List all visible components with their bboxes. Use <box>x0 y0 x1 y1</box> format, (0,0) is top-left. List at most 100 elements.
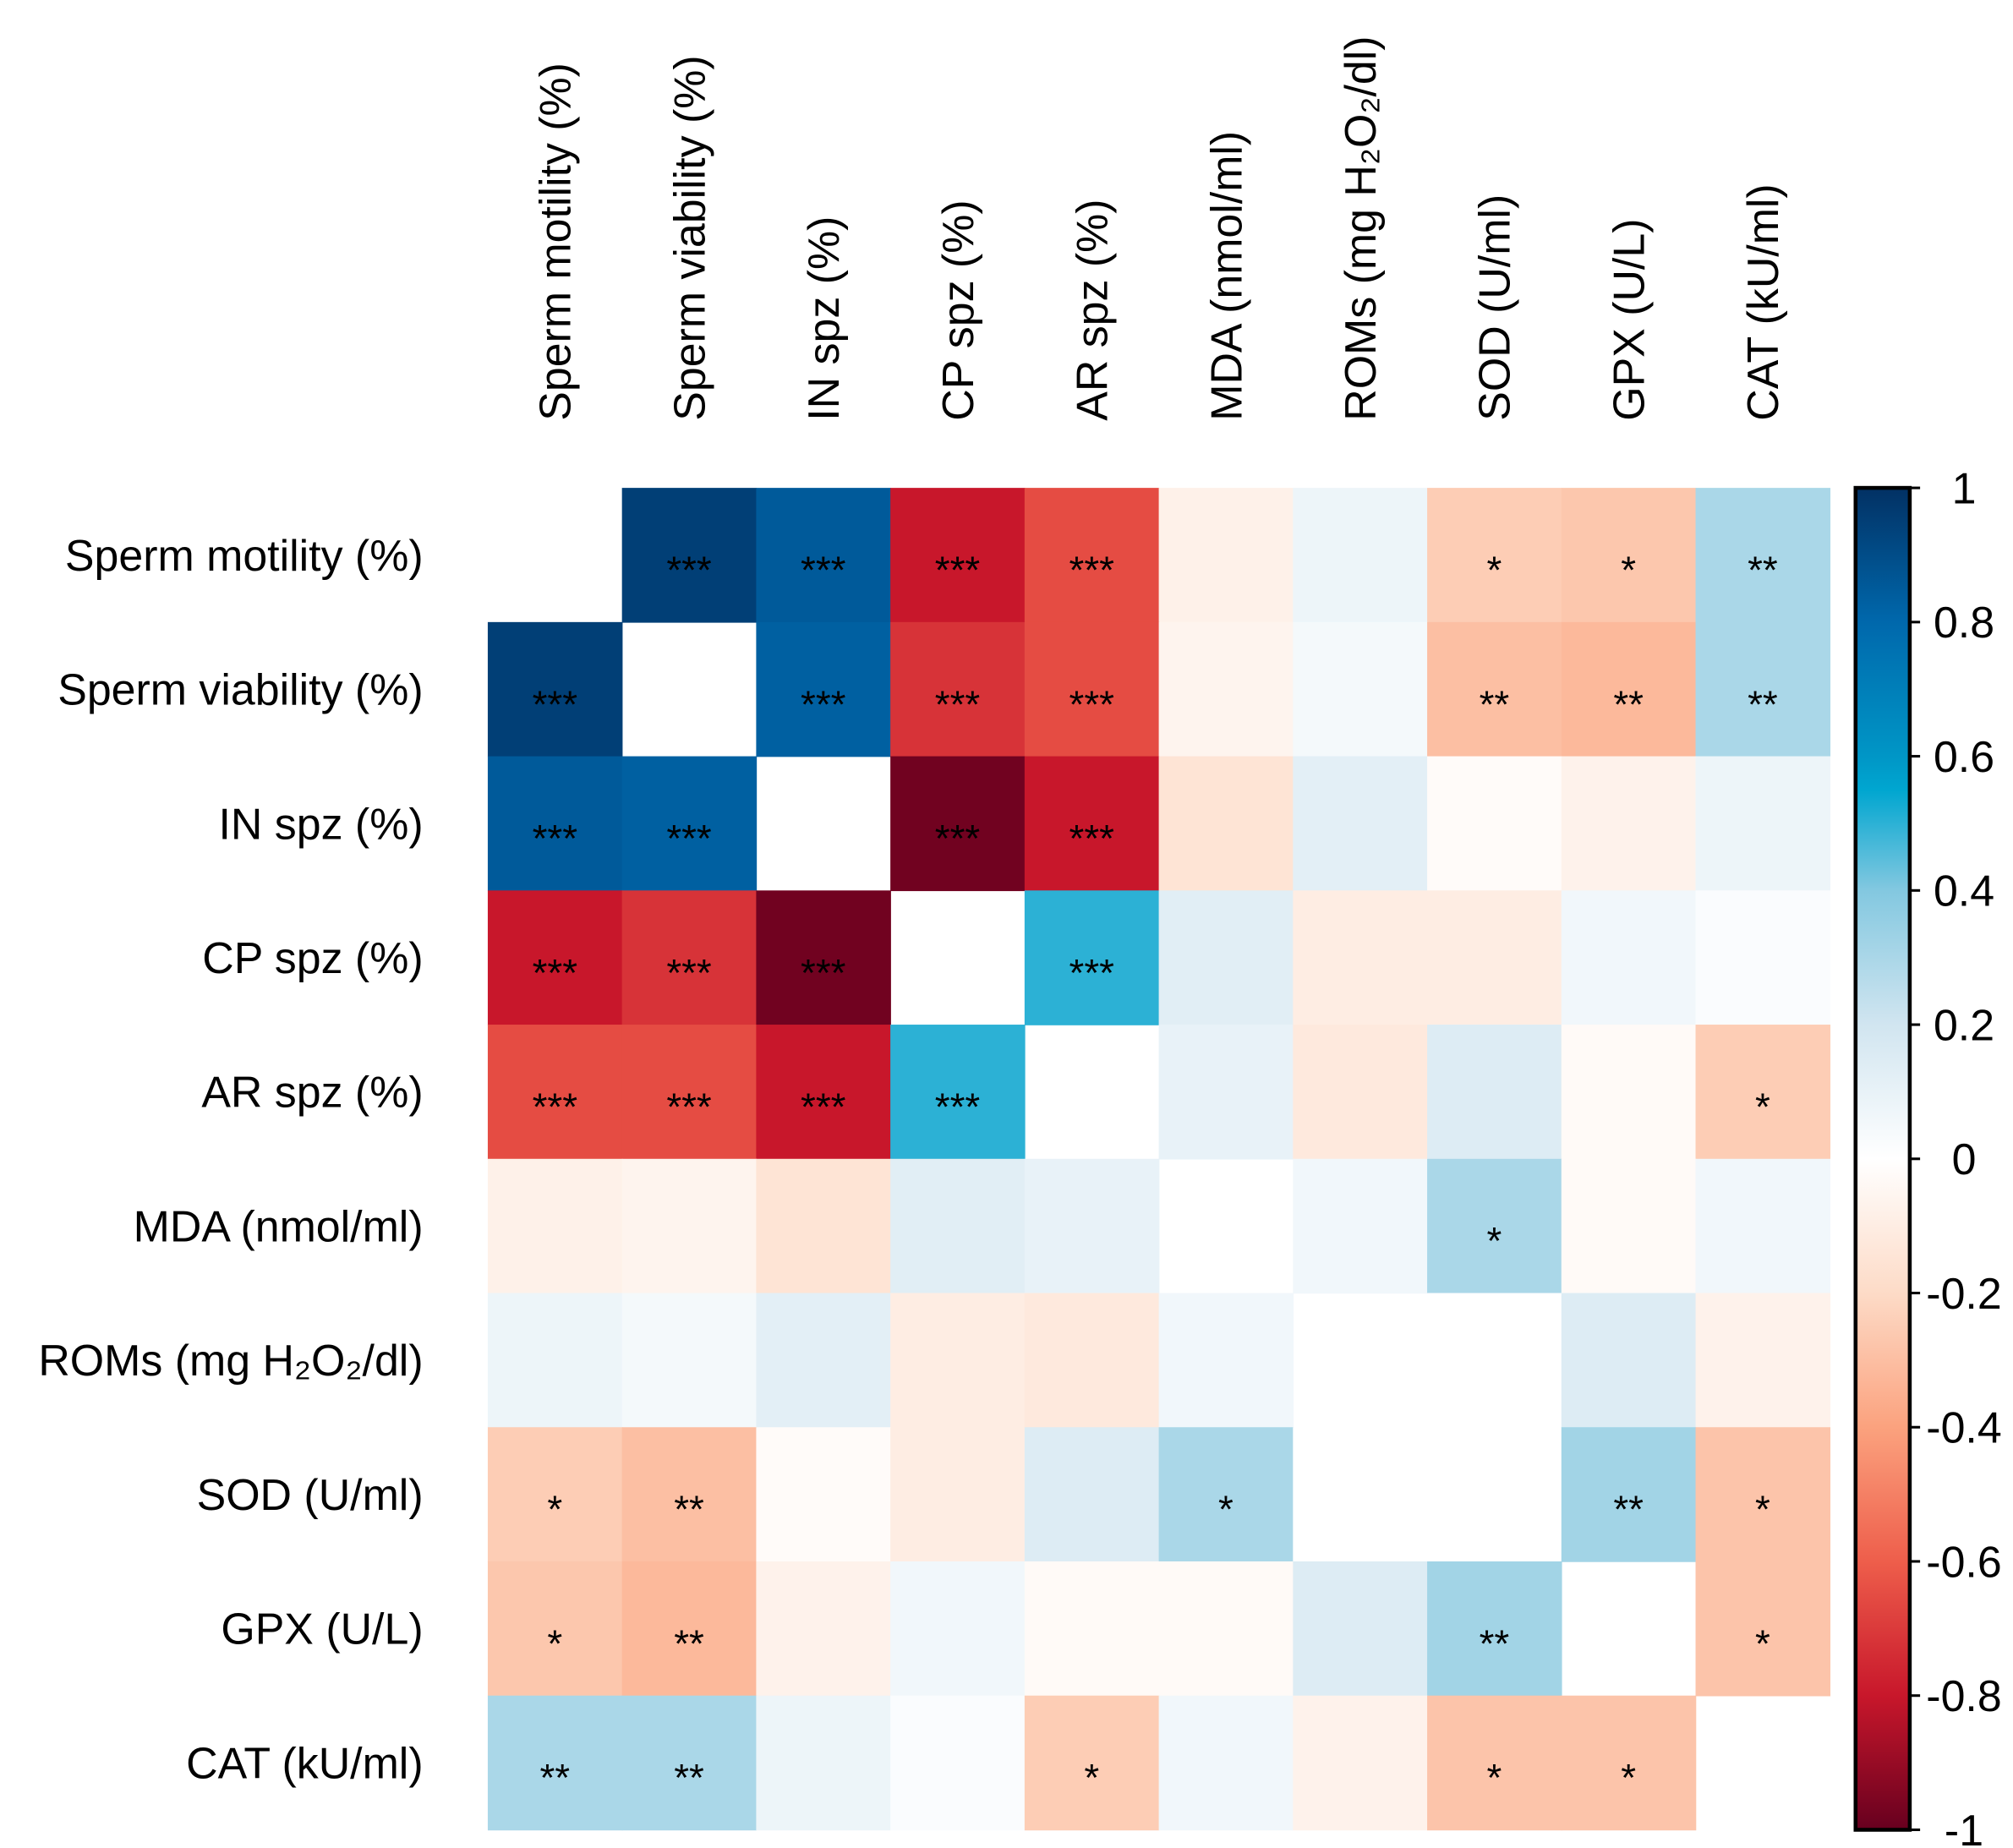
column-label: Sperm viability (%) <box>665 55 714 420</box>
heatmap-cell <box>621 1695 758 1831</box>
heatmap-cell <box>756 1025 891 1160</box>
heatmap-cell <box>1561 1695 1697 1831</box>
heatmap-cell <box>1695 1158 1831 1294</box>
heatmap-cell <box>1024 1158 1160 1294</box>
colorbar-tick-label: -0.8 <box>1926 1671 2001 1720</box>
significance-star: *** <box>935 1085 981 1129</box>
heatmap-cell <box>621 1293 758 1429</box>
column-label: ROMs (mg H₂O₂/dl) <box>1336 36 1385 420</box>
heatmap-cell <box>621 488 758 623</box>
heatmap-cell <box>487 1025 623 1160</box>
heatmap-cell <box>756 1427 891 1562</box>
column-label: SOD (U/ml) <box>1470 194 1519 421</box>
row-labels: Sperm motility (%) Sperm viability (%) IN … <box>38 531 423 1788</box>
heatmap-cell <box>1561 1158 1697 1294</box>
colorbar-tick-label: 0.6 <box>1934 732 1994 781</box>
significance-star: *** <box>1069 683 1115 726</box>
colorbar-tick-label: -0.6 <box>1926 1537 2001 1586</box>
heatmap-cell <box>1427 621 1562 757</box>
significance-star: *** <box>935 549 981 592</box>
heatmap-cell <box>1561 756 1697 892</box>
row-label: ROMs (mg H₂O₂/dl) <box>38 1336 423 1385</box>
heatmap-cell <box>487 890 623 1025</box>
heatmap-cell <box>890 1025 1026 1160</box>
significance-star: * <box>547 1488 562 1531</box>
heatmap-cell <box>1695 1427 1831 1562</box>
heatmap-cell <box>621 890 758 1025</box>
heatmap-cell <box>1427 1293 1562 1429</box>
heatmap-cell <box>1561 488 1697 623</box>
colorbar-tick-label: 1 <box>1952 463 1977 512</box>
heatmap-cell <box>1293 1695 1428 1831</box>
heatmap-cell <box>890 621 1026 757</box>
heatmap-cell <box>1024 756 1160 892</box>
heatmap-cell <box>890 756 1026 892</box>
significance-star: *** <box>533 817 578 861</box>
heatmap-cell <box>890 1293 1026 1429</box>
heatmap-cell <box>1695 1293 1831 1429</box>
heatmap-cell <box>890 488 1026 623</box>
heatmap-cell <box>1158 890 1294 1025</box>
colorbar-tick-label: -0.4 <box>1926 1403 2001 1452</box>
significance-star: * <box>1218 1488 1234 1531</box>
heatmap-cell <box>1695 488 1831 623</box>
row-label: MDA (nmol/ml) <box>134 1201 424 1250</box>
heatmap-cell <box>1695 1561 1831 1697</box>
heatmap-cell <box>1024 890 1160 1025</box>
heatmap-cell <box>621 1561 758 1697</box>
heatmap-cell <box>1158 1293 1294 1429</box>
heatmap-cell <box>1427 1695 1562 1831</box>
heatmap-cells <box>487 488 1831 1831</box>
significance-star: * <box>1487 1757 1502 1800</box>
heatmap-cell <box>487 1158 623 1294</box>
heatmap-cell <box>890 1158 1026 1294</box>
significance-star: * <box>1621 1757 1636 1800</box>
row-label: AR spz (%) <box>201 1068 423 1117</box>
heatmap-cell <box>621 1158 758 1294</box>
heatmap-cell <box>1427 1025 1562 1160</box>
heatmap-cell <box>1024 1695 1160 1831</box>
significance-star: *** <box>801 951 846 994</box>
significance-star: *** <box>666 1085 712 1129</box>
heatmap-cell <box>1561 1293 1697 1429</box>
significance-star: ** <box>1613 683 1644 726</box>
significance-star: * <box>547 1622 562 1665</box>
heatmap-cell <box>1293 621 1428 757</box>
heatmap-cell <box>1427 488 1562 623</box>
column-label: IN spz (%) <box>799 216 848 421</box>
significance-star: ** <box>674 1488 704 1531</box>
significance-star: * <box>1755 1085 1770 1129</box>
heatmap-cell <box>756 488 891 623</box>
heatmap-cell <box>756 890 891 1025</box>
heatmap-cell <box>1695 1025 1831 1160</box>
heatmap-cell <box>890 1695 1026 1831</box>
significance-star: ** <box>539 1757 570 1800</box>
colorbar-tick-label: 0 <box>1952 1134 1977 1184</box>
heatmap-cell <box>1293 1561 1428 1697</box>
significance-stars: *** *** *** *** * * ***** *** *** *** ** ** ***** ***… <box>533 549 1778 1800</box>
significance-star: *** <box>666 817 712 861</box>
heatmap-cell <box>1024 1561 1160 1697</box>
heatmap-cell <box>1695 621 1831 757</box>
row-label: GPX (U/L) <box>221 1605 423 1654</box>
significance-star: *** <box>935 683 981 726</box>
column-label: MDA (nmol/ml) <box>1201 131 1250 421</box>
heatmap-cell <box>1158 1025 1294 1160</box>
significance-star: *** <box>1069 817 1115 861</box>
colorbar-tick-label: 0.4 <box>1934 867 1994 916</box>
heatmap-cell <box>756 621 891 757</box>
heatmap-cell <box>487 756 623 892</box>
heatmap-cell <box>1695 756 1831 892</box>
column-label: GPX (U/L) <box>1604 219 1653 421</box>
colorbar-gradient <box>1853 485 1912 1832</box>
heatmap-cell <box>756 1695 891 1831</box>
heatmap-cell <box>1293 890 1428 1025</box>
colorbar: 1 0.8 0.6 0.4 0.2 0 -0.2 -0.4 -0.6 -0.8 -1 <box>1853 463 2002 1848</box>
heatmap-cell <box>621 1427 758 1562</box>
significance-star: * <box>1755 1488 1770 1531</box>
significance-star: *** <box>666 951 712 994</box>
significance-star: *** <box>1069 951 1115 994</box>
heatmap-cell <box>1293 488 1428 623</box>
heatmap-cell <box>1024 488 1160 623</box>
significance-star: * <box>1621 549 1636 592</box>
